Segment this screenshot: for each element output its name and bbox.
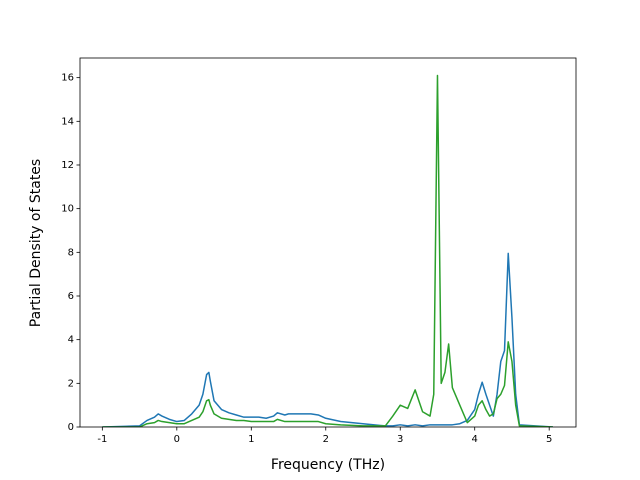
x-axis-label: Frequency (THz) [271,457,385,473]
series-line [102,74,553,427]
x-tick-label: 5 [546,434,552,445]
y-tick-label: 10 [61,204,74,215]
x-tick-label: 2 [323,434,329,445]
plot-frame [79,57,577,428]
y-tick-label: 0 [68,422,74,433]
y-tick-label: 14 [61,116,74,127]
x-tick-label: 3 [397,434,403,445]
y-tick-label: 8 [68,247,74,258]
y-tick-label: 12 [61,160,74,171]
series-line [102,252,553,427]
y-tick-label: 16 [61,73,74,84]
x-tick-label: -1 [97,434,107,445]
x-tick-label: 1 [248,434,254,445]
x-tick-label: 4 [472,434,478,445]
x-tick-label: 0 [174,434,180,445]
y-tick-label: 2 [68,378,74,389]
y-tick-label: 6 [68,291,74,302]
y-axis-label: Partial Density of States [28,159,44,327]
y-tick-label: 4 [68,335,74,346]
